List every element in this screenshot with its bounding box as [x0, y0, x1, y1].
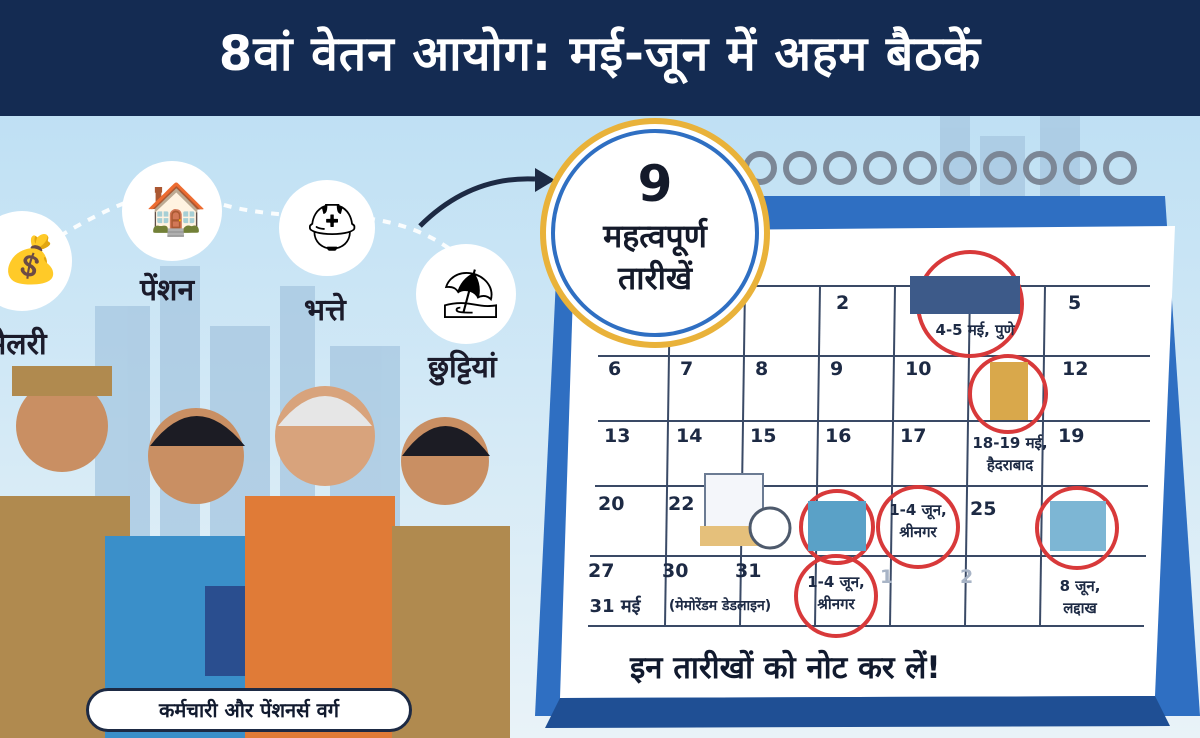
event-ladakh-line2: लद्दाख — [1063, 599, 1097, 617]
badge-line-2: तारीखें — [617, 259, 693, 297]
calendar-day: 10 — [905, 358, 932, 380]
calendar-day: 15 — [750, 425, 777, 447]
page-title: 8वां वेतन आयोग: मई-जून में अहम बैठकें — [218, 26, 982, 82]
calendar-day: 27 — [588, 560, 615, 582]
category-leave-label: छुट्टियां — [428, 350, 497, 385]
beach-umbrella-icon: ⛱ — [440, 266, 501, 322]
calendar-day: 31 — [735, 560, 762, 582]
calendar-day: 20 — [598, 493, 625, 515]
badge-line-1: महत्वपूर्ण — [603, 217, 707, 255]
calendar-day: 30 — [662, 560, 689, 582]
first-aid-icon: ⛑ — [303, 200, 362, 254]
calendar-day: 7 — [680, 358, 694, 380]
calendar-day: 25 — [970, 498, 997, 520]
calendar-day: 19 — [1058, 425, 1085, 447]
house-icon: 🏠 — [145, 180, 208, 238]
event-srinagar-line1: 1-4 जून, — [889, 501, 947, 519]
calendar-day: 5 — [1068, 292, 1082, 314]
dates-badge — [540, 118, 770, 348]
calendar-note: इन तारीखों को नोट कर लें! — [630, 650, 941, 686]
deadline-date: 31 मई — [589, 596, 641, 617]
badge-number: 9 — [637, 155, 673, 213]
illustration-scene — [0, 116, 1200, 738]
calendar-day: 17 — [900, 425, 927, 447]
calendar-day: 16 — [825, 425, 852, 447]
calendar-day: 2 — [836, 292, 850, 314]
employees-pensioners-pill: कर्मचारी और पेंशनर्स वर्ग — [86, 688, 412, 732]
event-pune-label: 4-5 मई, पुणे — [935, 321, 1015, 339]
calendar-day: 12 — [1062, 358, 1089, 380]
event-srinagar-line2: श्रीनगर — [899, 523, 937, 541]
calendar-day: 8 — [755, 358, 769, 380]
calendar-day: 22 — [668, 493, 695, 515]
calendar-day: 1 — [880, 566, 894, 588]
money-bags-icon: 💰 — [2, 232, 60, 286]
category-allowance-label: भत्ते — [304, 293, 346, 328]
calendar-day: 13 — [604, 425, 631, 447]
calendar-day: 6 — [608, 358, 622, 380]
event-hyderabad-line2: हैदराबाद — [986, 456, 1034, 474]
deadline-label: (मेमोरेंडम डेडलाइन) — [668, 598, 772, 614]
category-pension-label: पेंशन — [140, 273, 195, 308]
desk-calendar — [535, 151, 1200, 728]
event-ladakh-line1: 8 जून, — [1059, 577, 1101, 595]
event-hyderabad-line1: 18-19 मई, — [972, 434, 1048, 452]
calendar-day: 2 — [960, 566, 974, 588]
calendar-day: 9 — [830, 358, 844, 380]
category-salary-label: सैलरी — [0, 327, 47, 362]
event-srinagar-b-line1: 1-4 जून, — [807, 573, 865, 591]
calendar-day: 14 — [676, 425, 703, 447]
event-srinagar-b-line2: श्रीनगर — [817, 595, 855, 613]
title-banner: 8वां वेतन आयोग: मई-जून में अहम बैठकें — [0, 0, 1200, 116]
